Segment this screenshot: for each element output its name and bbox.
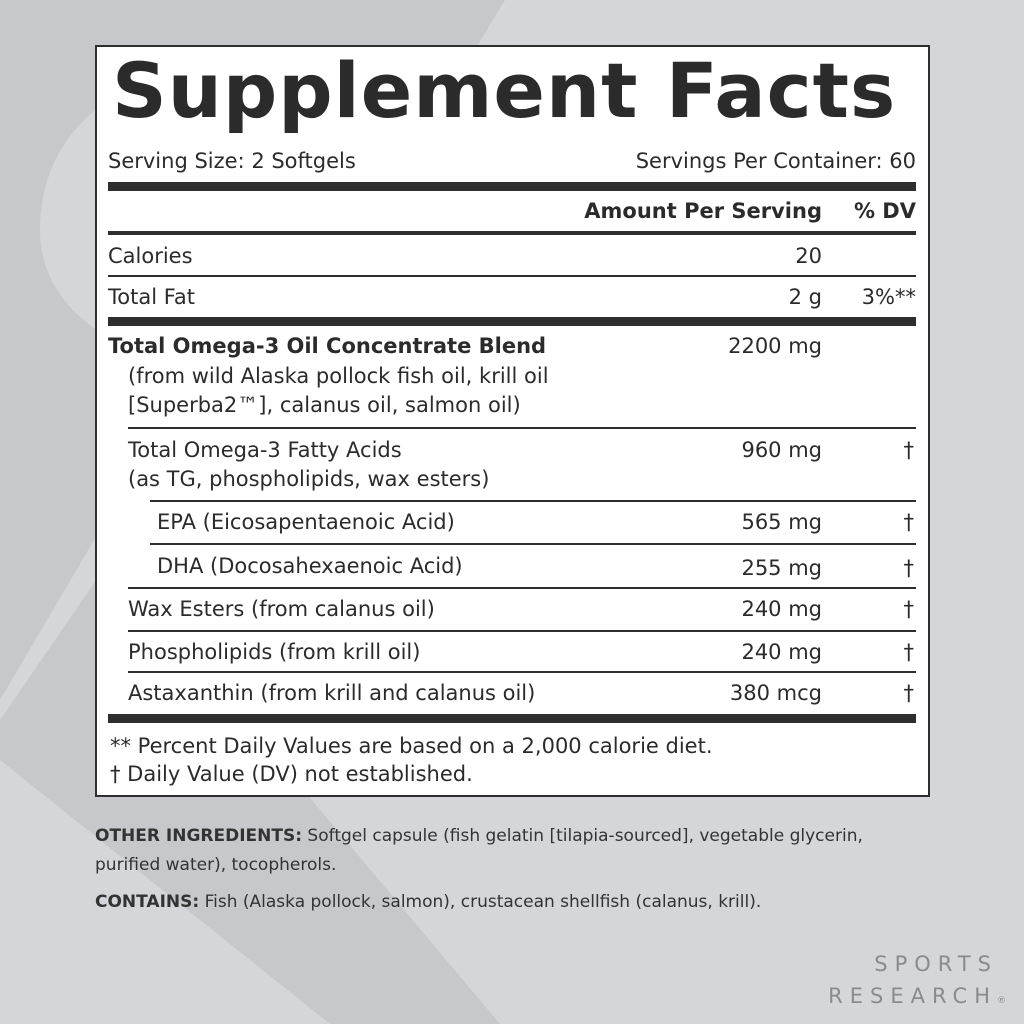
thick-divider [108,714,916,723]
row-subtext: (from wild Alaska pollock fish oil, kril… [128,364,549,388]
divider [128,630,916,632]
row-dv: † [903,640,915,664]
row-amount: 380 mcg [729,681,822,705]
row-name: Total Omega-3 Oil Concentrate Blend [108,334,547,358]
row-amount: 20 [795,244,822,268]
row-dv: † [903,438,915,462]
footnote-dv-basis: ** Percent Daily Values are based on a 2… [110,734,713,758]
row-amount: 565 mg [741,510,822,534]
row-name: Phospholipids (from krill oil) [128,640,421,664]
row-name: EPA (Eicosapentaenoic Acid) [157,510,455,534]
brand-logo-line2: RESEARCH® [828,984,1006,1008]
other-ingredients-label: OTHER INGREDIENTS: [95,826,303,846]
row-amount: 255 mg [741,556,822,580]
row-amount: 240 mg [741,597,822,621]
row-dv: † [903,597,915,621]
row-dv: 3%** [861,285,916,309]
row-amount: 960 mg [741,438,822,462]
brand-logo-line1: SPORTS [874,952,998,976]
footnote-dv-not-established: † Daily Value (DV) not established. [110,762,473,786]
other-ingredients-text: Softgel capsule (fish gelatin [tilapia-s… [95,826,863,875]
row-subtext: [Superba2™], calanus oil, salmon oil) [128,393,521,417]
row-name: Total Omega-3 Fatty Acids [128,438,402,462]
row-subtext: (as TG, phospholipids, wax esters) [128,467,490,491]
row-dv: † [903,556,915,580]
divider [108,275,916,277]
header-dv: % DV [853,199,916,223]
thick-divider [108,182,916,191]
row-amount: 2200 mg [728,334,822,358]
row-name: Calories [108,244,193,268]
row-amount: 240 mg [741,640,822,664]
header-amount: Amount Per Serving [584,199,822,223]
row-name: Total Fat [108,285,195,309]
row-name: Wax Esters (from calanus oil) [128,597,435,621]
servings-per-container: Servings Per Container: 60 [635,149,916,173]
divider [128,671,916,673]
divider [128,587,916,589]
divider [150,543,916,545]
row-name: DHA (Docosahexaenoic Acid) [157,554,463,578]
row-name: Astaxanthin (from krill and calanus oil) [128,681,536,705]
divider [128,427,916,429]
divider [108,231,916,235]
brand-name: RESEARCH [828,984,997,1008]
panel-title: Supplement Facts [112,46,897,135]
contains: CONTAINS: Fish (Alaska pollock, salmon),… [95,888,915,917]
contains-text: Fish (Alaska pollock, salmon), crustacea… [199,892,762,912]
contains-label: CONTAINS: [95,892,200,912]
other-ingredients: OTHER INGREDIENTS: Softgel capsule (fish… [95,822,915,880]
row-dv: † [903,681,915,705]
divider [150,500,916,502]
thick-divider [108,317,916,326]
row-amount: 2 g [788,285,822,309]
serving-size: Serving Size: 2 Softgels [108,149,356,173]
registered-mark: ® [997,996,1006,1006]
row-dv: † [903,510,915,534]
